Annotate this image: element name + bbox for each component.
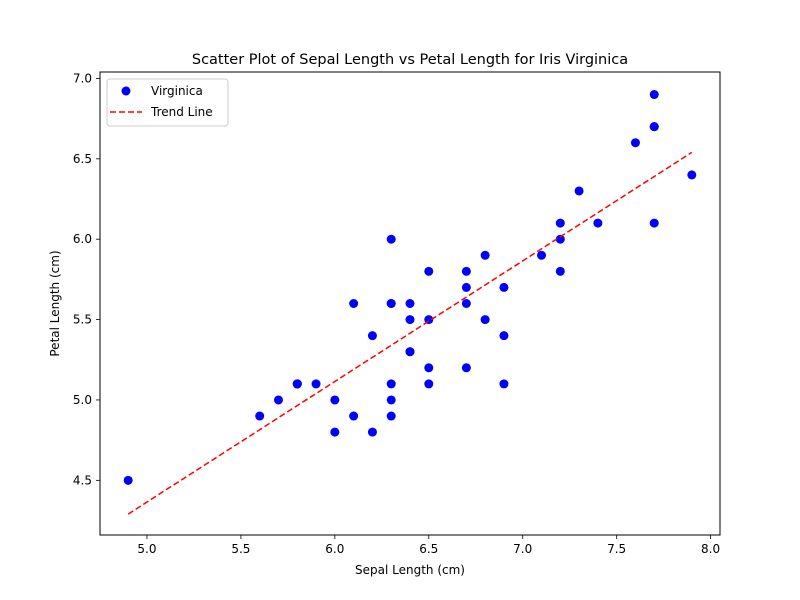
x-tick-label: 5.5	[231, 542, 250, 556]
y-axis-label: Petal Length (cm)	[48, 250, 62, 356]
trend-line	[127, 151, 693, 515]
data-point	[537, 250, 547, 260]
data-point	[349, 411, 359, 421]
data-point	[593, 218, 603, 228]
data-point	[386, 234, 396, 244]
x-tick-label: 5.0	[137, 542, 156, 556]
legend-marker-virginica	[121, 86, 131, 96]
data-point	[649, 122, 659, 132]
data-point	[405, 347, 415, 357]
data-point	[386, 411, 396, 421]
data-point	[424, 363, 434, 373]
data-point	[330, 395, 340, 405]
plot-frame	[99, 71, 721, 536]
data-point	[424, 266, 434, 276]
data-point	[649, 90, 659, 100]
data-point	[461, 363, 471, 373]
legend: Virginica Trend Line	[106, 78, 229, 127]
y-tick-label: 6.0	[73, 232, 92, 246]
data-point	[687, 170, 697, 180]
data-point	[499, 282, 509, 292]
y-tick-label: 5.0	[73, 393, 92, 407]
data-point	[273, 395, 283, 405]
x-tick-label: 7.0	[513, 542, 532, 556]
data-point	[480, 315, 490, 325]
data-point	[349, 299, 359, 308]
data-point	[386, 395, 396, 405]
chart-axes: 5.0 5.5 6.0 6.5 7.0 7.5 8.0 4.5 5.0 5.5 6.0 6.5 7.0	[73, 71, 720, 556]
data-point	[255, 411, 265, 421]
data-point	[499, 331, 509, 341]
data-point	[555, 266, 565, 276]
chart-marks	[123, 90, 697, 515]
data-point	[461, 299, 471, 308]
x-axis-label: Sepal Length (cm)	[355, 563, 465, 577]
data-point	[555, 218, 565, 228]
data-point	[461, 282, 471, 292]
x-tick-label: 8.0	[701, 542, 720, 556]
data-point	[405, 315, 415, 325]
x-tick-label: 6.0	[325, 542, 344, 556]
legend-label-trend-line: Trend Line	[150, 105, 213, 119]
data-point	[367, 427, 377, 437]
data-point	[367, 331, 377, 341]
data-point	[123, 475, 133, 485]
data-point	[405, 299, 415, 308]
y-tick-label: 6.5	[73, 152, 92, 166]
data-point	[630, 138, 640, 148]
data-point	[649, 218, 659, 228]
data-point	[499, 379, 509, 389]
data-point	[555, 234, 565, 244]
data-point	[386, 379, 396, 389]
legend-box	[106, 78, 229, 127]
data-point	[292, 379, 302, 389]
x-tick-label: 6.5	[419, 542, 438, 556]
data-point	[574, 186, 584, 196]
data-point	[424, 379, 434, 389]
legend-label-virginica: Virginica	[151, 84, 203, 98]
data-point	[330, 427, 340, 437]
y-tick-label: 5.5	[73, 313, 92, 327]
data-point	[480, 250, 490, 260]
x-tick-label: 7.5	[607, 542, 626, 556]
y-tick-label: 7.0	[73, 71, 92, 85]
data-point	[311, 379, 321, 389]
data-point	[386, 299, 396, 308]
chart-title: Scatter Plot of Sepal Length vs Petal Le…	[192, 52, 628, 68]
y-tick-label: 4.5	[73, 473, 92, 487]
data-point	[461, 266, 471, 276]
